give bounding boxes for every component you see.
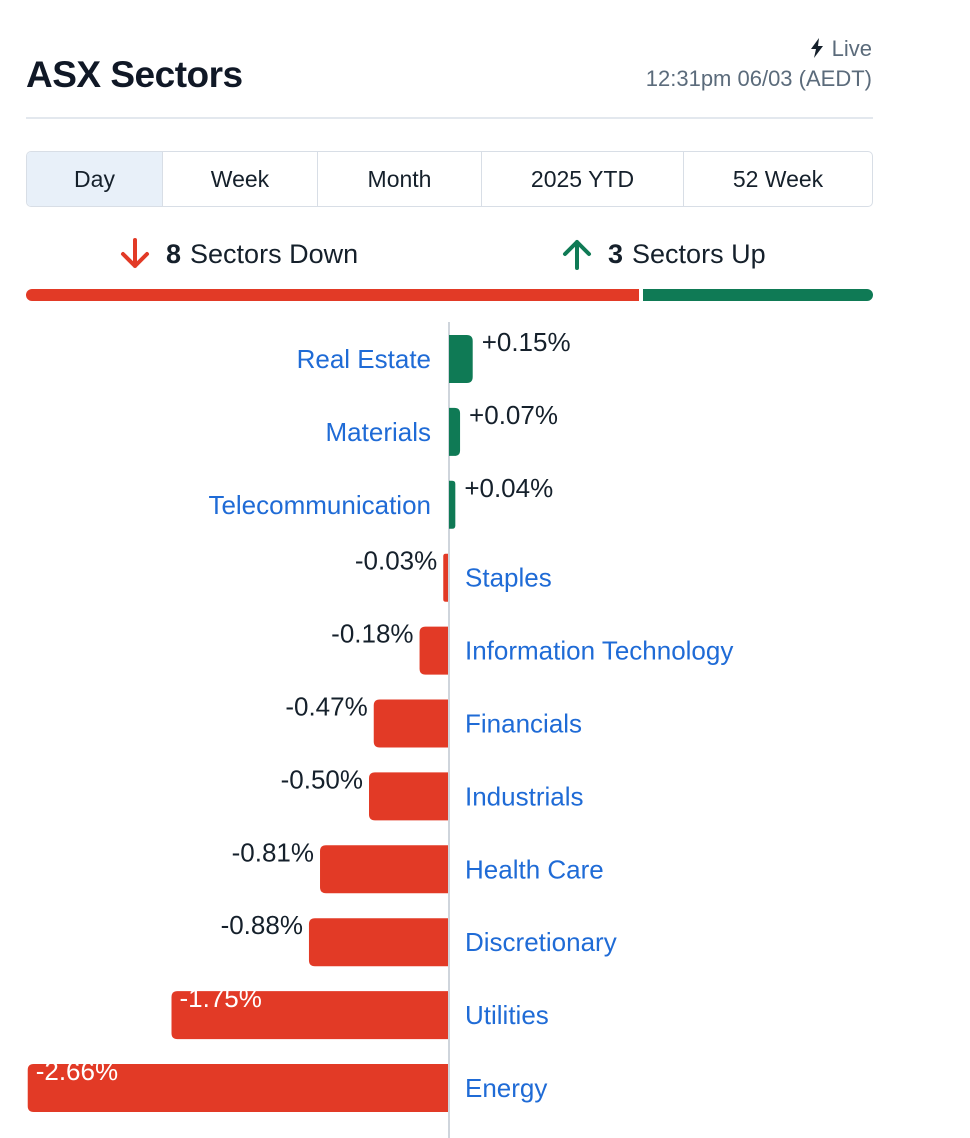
sector-link[interactable]: Discretionary: [465, 927, 617, 957]
value-label: -1.75%: [180, 983, 262, 1013]
bar-down: [27, 1064, 448, 1112]
tab-52-week[interactable]: 52 Week: [684, 152, 872, 206]
period-tabs: Day Week Month 2025 YTD 52 Week: [26, 151, 873, 207]
live-indicator: Live: [810, 36, 872, 62]
bar-up: [449, 407, 461, 456]
bar-down: [320, 845, 448, 894]
bar-down: [171, 991, 448, 1040]
bar-up: [449, 480, 456, 529]
sector-link[interactable]: Staples: [465, 563, 552, 593]
tab-label: 2025 YTD: [530, 165, 635, 192]
tab-label: Day: [74, 165, 115, 192]
value-label: -0.88%: [221, 910, 303, 940]
tab-label: Week: [210, 165, 270, 192]
timestamp: 12:31pm 06/03 (AEDT): [645, 66, 872, 91]
sector-performance-chart: +0.15% Real Estate +0.07% Materials +0.04% Te…: [27, 322, 733, 1138]
tab-month[interactable]: Month: [318, 152, 482, 206]
value-label: -0.47%: [285, 692, 367, 722]
sector-link[interactable]: Real Estate: [297, 344, 431, 374]
value-label: -0.50%: [281, 764, 363, 794]
value-label: +0.15%: [482, 327, 571, 357]
breadth-bar-down: [26, 289, 639, 301]
breadth-bar-up: [643, 289, 873, 301]
lightning-icon: [810, 38, 823, 58]
sector-link[interactable]: Energy: [465, 1073, 547, 1103]
tab-label: 52 Week: [732, 165, 824, 192]
sector-link[interactable]: Health Care: [465, 854, 604, 884]
sector-link[interactable]: Information Technology: [465, 636, 733, 666]
bar-down: [308, 918, 448, 967]
value-label: +0.07%: [469, 400, 558, 430]
header-divider: [26, 117, 873, 119]
sector-link[interactable]: Telecommunication: [208, 490, 431, 520]
sectors-down-label: Sectors Down: [190, 238, 359, 269]
sectors-down-summary: 8 Sectors Down: [120, 238, 358, 270]
value-label: -0.03%: [355, 546, 437, 576]
sectors-up-summary: 3 Sectors Up: [562, 238, 766, 270]
sectors-up-label: Sectors Up: [632, 238, 766, 269]
live-label: Live: [831, 36, 872, 61]
sector-link[interactable]: Materials: [326, 417, 431, 447]
arrow-up-icon: [563, 240, 591, 270]
tab-label: Month: [367, 165, 432, 192]
page-title: ASX Sectors: [26, 54, 243, 95]
tab-2025-ytd[interactable]: 2025 YTD: [482, 152, 684, 206]
sector-link[interactable]: Utilities: [465, 1000, 549, 1030]
bar-down: [443, 553, 448, 602]
bar-up: [449, 335, 473, 383]
sectors-down-count: 8: [166, 238, 182, 269]
tab-week[interactable]: Week: [163, 152, 318, 206]
value-label: -0.81%: [232, 837, 314, 867]
sector-link[interactable]: Industrials: [465, 781, 584, 811]
value-label: +0.04%: [464, 473, 553, 503]
value-label: -2.66%: [36, 1056, 118, 1086]
bar-down: [373, 699, 448, 748]
value-label: -0.18%: [331, 619, 413, 649]
arrow-down-icon: [121, 238, 149, 268]
sectors-up-count: 3: [608, 238, 624, 269]
tab-day[interactable]: Day: [27, 152, 163, 206]
sector-link[interactable]: Financials: [465, 709, 582, 739]
bar-down: [419, 626, 448, 675]
bar-down: [369, 772, 448, 821]
